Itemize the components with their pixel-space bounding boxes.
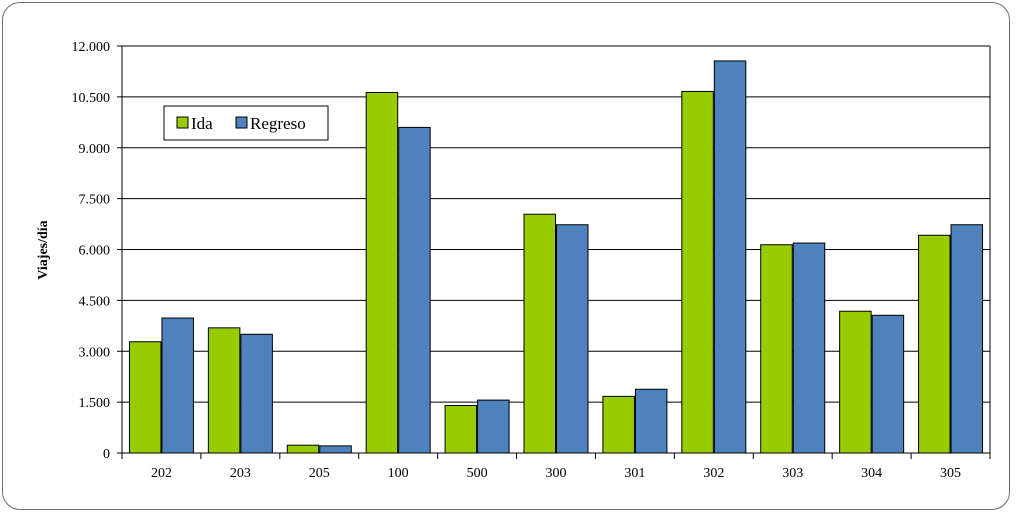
axes: 0 1.500 3.000 4.500 6.000 7.500 9.000 10.500 12.… (72, 40, 991, 481)
x-tick-label: 100 (388, 466, 409, 481)
bar-ida-303 (760, 244, 793, 454)
legend-label-ida: Ida (191, 114, 213, 133)
y-tick-label: 9.000 (79, 142, 111, 157)
bar-ida-302 (681, 90, 714, 454)
y-tick-label: 4.500 (79, 294, 111, 309)
y-axis-title: Viajes/día (36, 220, 51, 279)
y-tick-label: 6.000 (79, 244, 111, 259)
legend-swatch-ida (176, 116, 189, 129)
bar-ida-203 (207, 327, 241, 454)
bar-regreso-100 (398, 126, 431, 454)
bar-ida-205 (286, 444, 320, 454)
legend: Ida Regreso (163, 105, 329, 141)
bar-ida-500 (444, 405, 478, 454)
bar-regreso-205 (319, 445, 352, 454)
bar-ida-300 (523, 213, 556, 454)
bar-regreso-300 (556, 224, 589, 454)
x-tick-label: 303 (782, 466, 803, 481)
x-tick-label: 205 (309, 466, 330, 481)
x-tick-label: 305 (940, 466, 961, 481)
x-tick-label: 304 (861, 466, 882, 481)
bar-regreso-301 (634, 388, 668, 454)
y-tick-label: 7.500 (79, 193, 111, 208)
legend-label-regreso: Regreso (250, 114, 306, 133)
bar-ida-202 (128, 341, 162, 454)
bars (128, 60, 984, 454)
x-tick-label: 500 (467, 466, 488, 481)
bar-regreso-500 (477, 399, 510, 454)
y-tick-label: 12.000 (72, 40, 111, 55)
y-tick-label: 0 (103, 447, 110, 462)
bar-regreso-305 (950, 224, 984, 454)
bar-ida-305 (918, 234, 951, 454)
bar-ida-304 (839, 310, 872, 454)
bar-regreso-303 (792, 242, 826, 454)
bar-regreso-203 (240, 333, 273, 454)
x-tick-label: 300 (546, 466, 567, 481)
y-tick-label: 10.500 (72, 91, 111, 106)
legend-swatch-regreso (235, 116, 248, 129)
bar-ida-301 (602, 395, 635, 454)
y-tick-label: 1.500 (79, 396, 111, 411)
bar-regreso-304 (871, 314, 905, 454)
bar-regreso-202 (161, 317, 194, 454)
y-tick-label: 3.000 (79, 345, 111, 360)
bar-ida-100 (365, 91, 399, 454)
x-tick-label: 301 (624, 466, 645, 481)
x-tick-label: 202 (151, 466, 172, 481)
x-tick-label: 203 (230, 466, 251, 481)
x-tick-label: 302 (703, 466, 724, 481)
bar-regreso-302 (713, 60, 747, 454)
